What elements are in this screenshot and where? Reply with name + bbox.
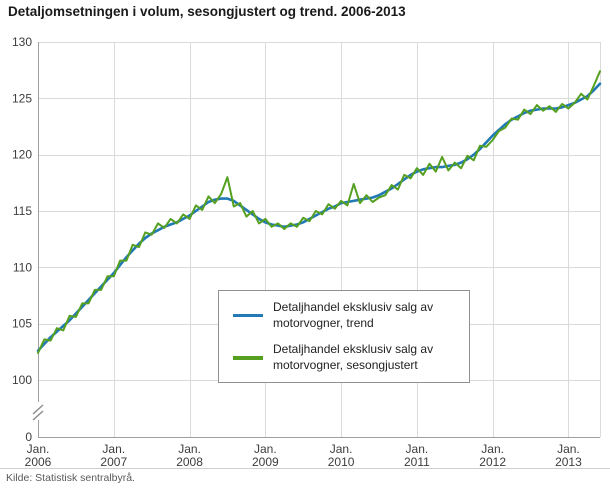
svg-text:2007: 2007 xyxy=(100,455,127,469)
svg-text:105: 105 xyxy=(12,317,32,331)
y-axis-break xyxy=(32,404,44,421)
svg-text:2009: 2009 xyxy=(252,455,279,469)
svg-text:Jan.: Jan. xyxy=(481,442,504,456)
svg-text:2011: 2011 xyxy=(404,455,430,469)
svg-text:Jan.: Jan. xyxy=(557,442,580,456)
svg-text:2010: 2010 xyxy=(328,455,355,469)
svg-text:115: 115 xyxy=(13,204,32,218)
svg-text:2006: 2006 xyxy=(25,455,52,469)
seasonal-line-swatch xyxy=(233,356,263,360)
svg-text:Jan.: Jan. xyxy=(178,442,201,456)
svg-text:125: 125 xyxy=(12,91,32,105)
svg-text:120: 120 xyxy=(12,148,32,162)
svg-text:Jan.: Jan. xyxy=(406,442,429,456)
trend-line-swatch xyxy=(233,313,263,318)
line-chart: 1001051101151201251300Jan.2006Jan.2007Ja… xyxy=(12,35,602,469)
svg-text:Jan.: Jan. xyxy=(102,442,125,456)
chart-legend: Detaljhandel eksklusiv salg av motorvogn… xyxy=(218,290,470,384)
footer-divider xyxy=(0,468,610,469)
svg-text:100: 100 xyxy=(12,373,32,387)
svg-text:Jan.: Jan. xyxy=(27,442,50,456)
axis-labels: 1001051101151201251300Jan.2006Jan.2007Ja… xyxy=(12,35,582,469)
legend-label-trend: Detaljhandel eksklusiv salg av motorvogn… xyxy=(273,300,434,330)
source-text: Kilde: Statistisk sentralbyrå. xyxy=(6,472,135,484)
svg-text:0: 0 xyxy=(25,430,32,444)
svg-text:Jan.: Jan. xyxy=(254,442,277,456)
svg-text:110: 110 xyxy=(13,260,32,274)
seasonally-adjusted-line xyxy=(37,70,601,354)
legend-item-trend: Detaljhandel eksklusiv salg av motorvogn… xyxy=(233,300,455,331)
svg-text:130: 130 xyxy=(12,35,32,49)
legend-label-seasonally-adjusted: Detaljhandel eksklusiv salg av motorvogn… xyxy=(273,342,434,372)
legend-item-seasonally-adjusted: Detaljhandel eksklusiv salg av motorvogn… xyxy=(233,342,455,373)
chart-title: Detaljomsetningen i volum, sesongjustert… xyxy=(8,4,406,19)
svg-text:2013: 2013 xyxy=(555,455,582,469)
svg-text:2008: 2008 xyxy=(176,455,203,469)
svg-text:Jan.: Jan. xyxy=(330,442,353,456)
svg-text:2012: 2012 xyxy=(479,455,506,469)
axes xyxy=(38,42,600,438)
